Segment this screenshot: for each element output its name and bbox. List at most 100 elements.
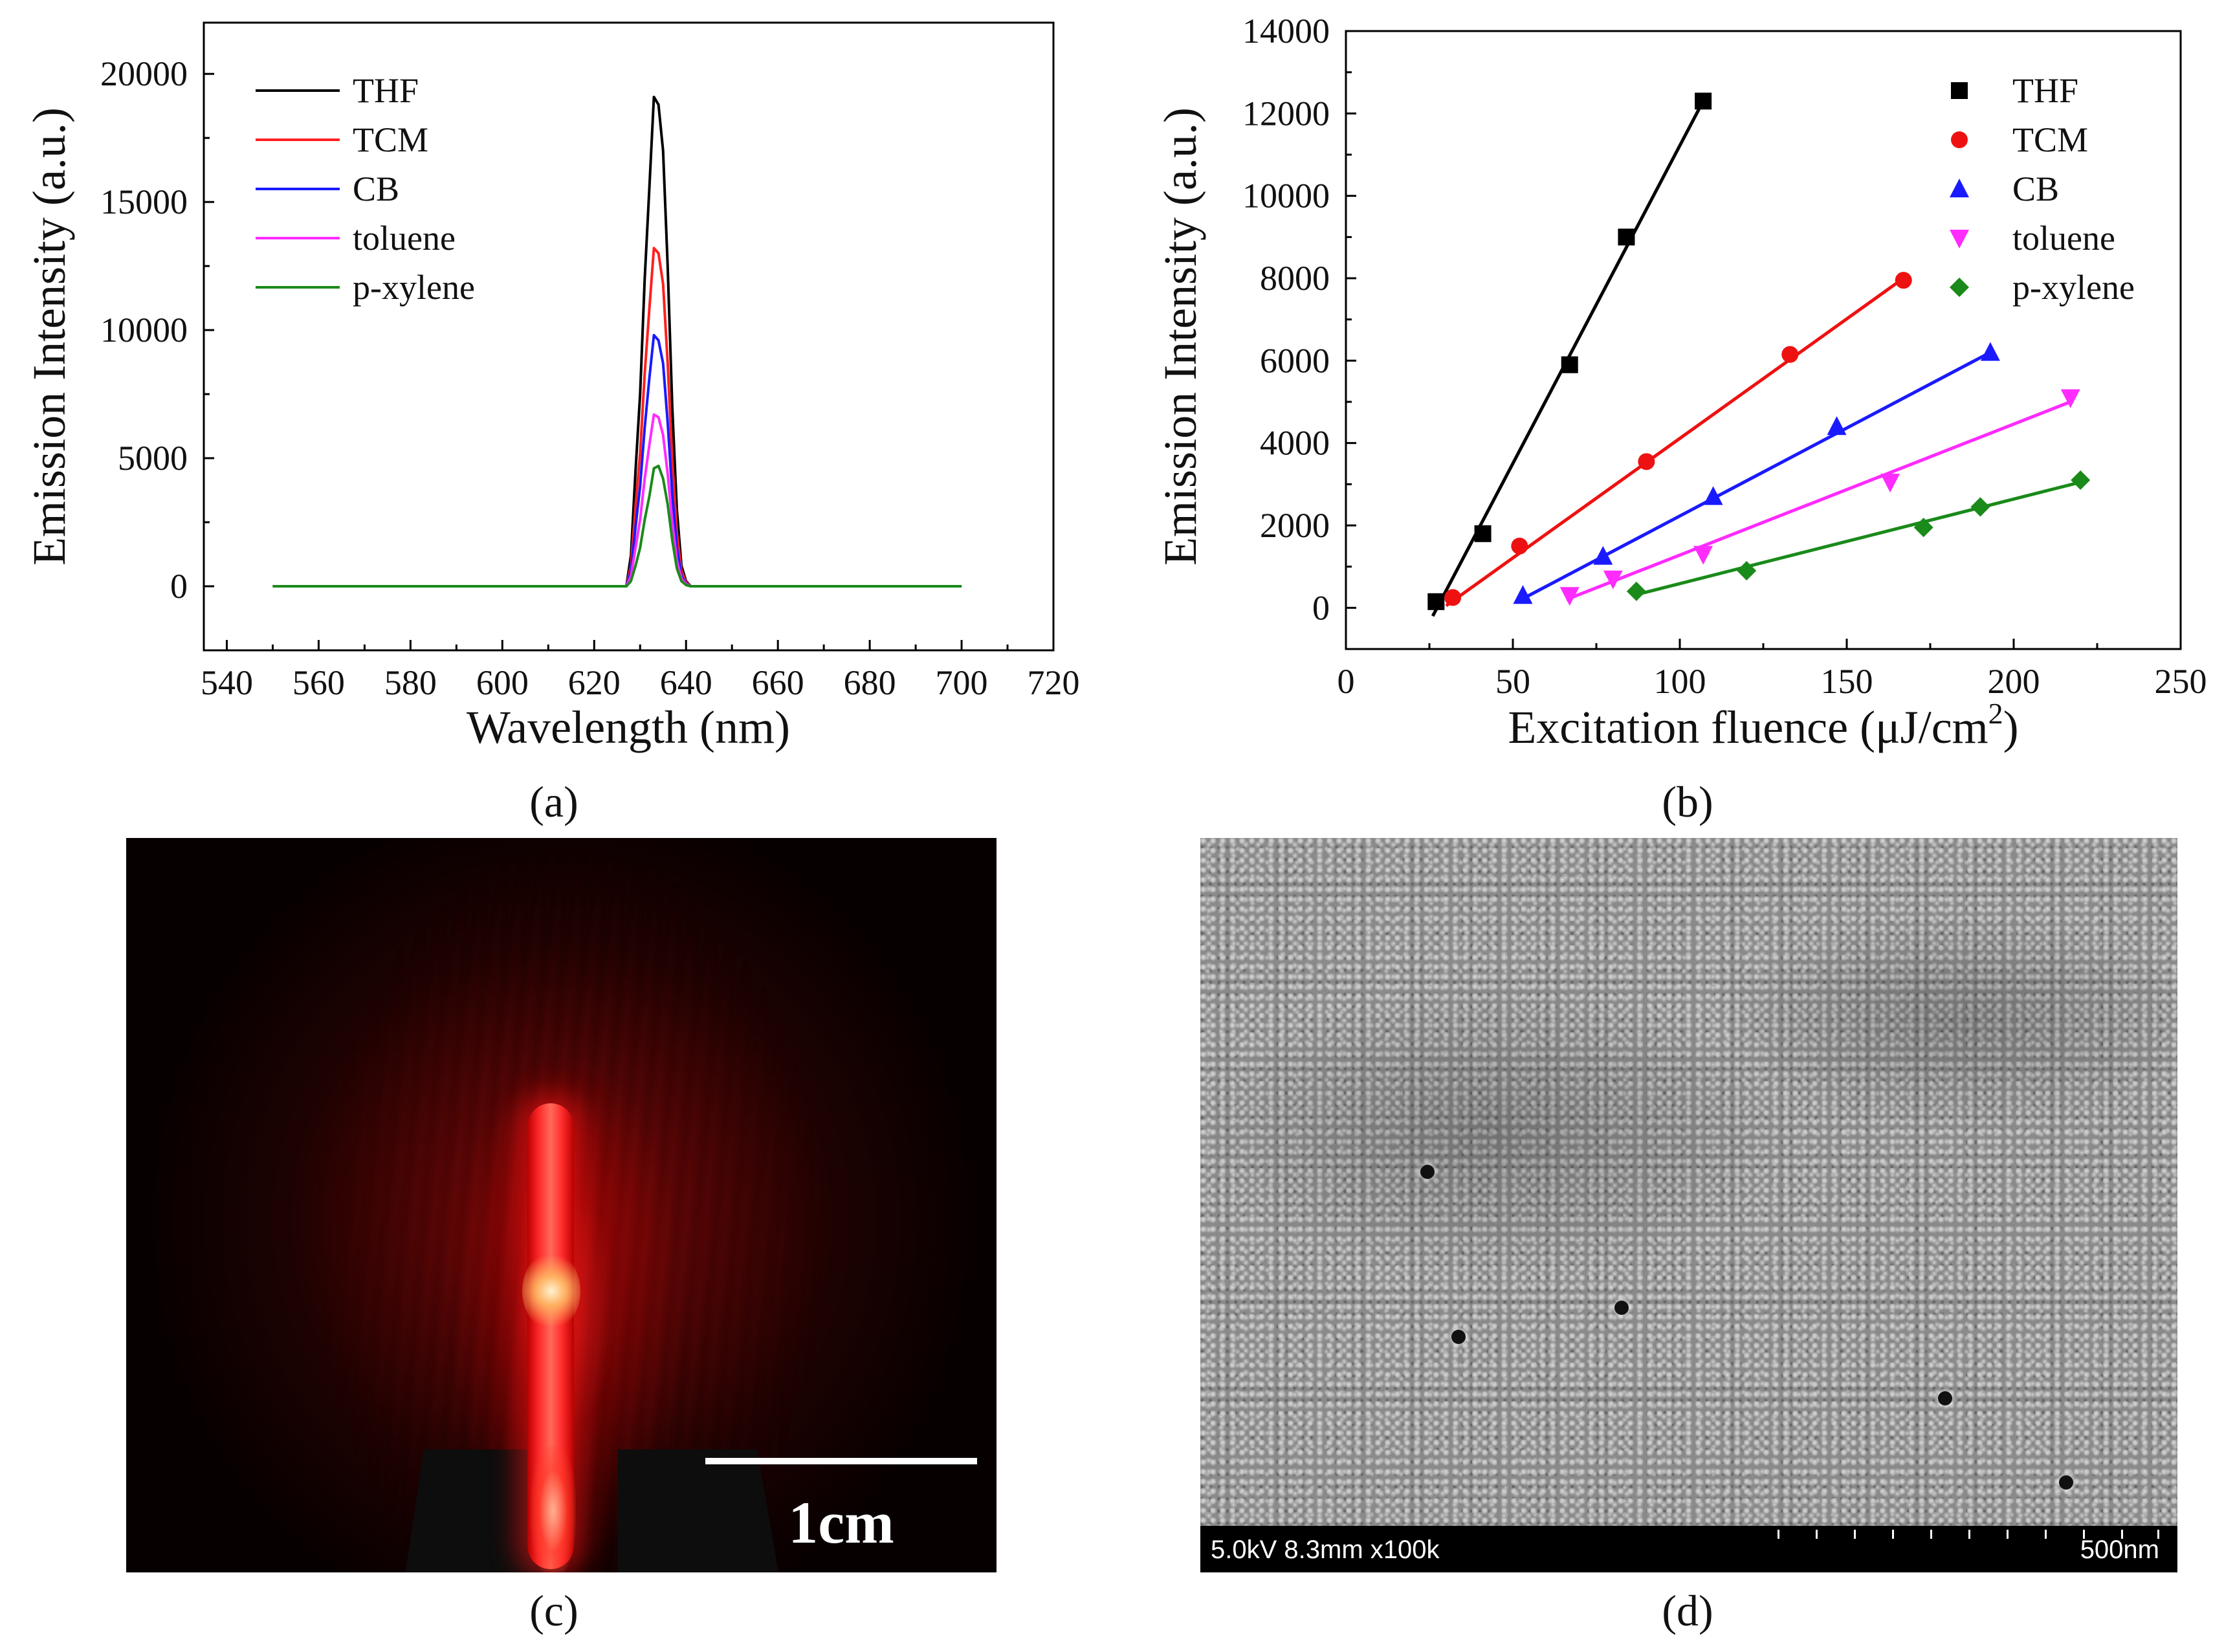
y-tick-label-a: 15000 <box>100 182 188 221</box>
sem-pit <box>2059 1475 2073 1490</box>
y-tick-label-b: 0 <box>1312 588 1330 627</box>
data-point-THF <box>1561 356 1578 373</box>
series-line-toluene <box>272 413 962 588</box>
data-point-THF <box>1474 525 1492 542</box>
y-tick-label-a: 5000 <box>118 439 188 478</box>
data-point-toluene <box>1880 474 1900 493</box>
sem-image: 5.0kV 8.3mm x100k 500nm <box>1200 838 2177 1572</box>
chart-b-ylabel: Emission Intensity (a.u.) <box>1154 107 1206 566</box>
photo-laser-rod: 1cm <box>126 838 996 1572</box>
chart-a-ylabel: Emission Intensity (a.u.) <box>23 107 75 566</box>
data-point-toluene <box>2060 389 2080 408</box>
data-point-TCM <box>1895 272 1912 289</box>
series-line-CB <box>272 334 962 588</box>
chart-a: 540 560 580 600 620 640 660 680 700 720 0 5000 10000… <box>23 21 1080 753</box>
chart-a-axes: 540 560 580 600 620 640 660 680 700 720 0 5000 10000… <box>100 54 1080 702</box>
legend-label-TCM: TCM <box>353 120 428 159</box>
data-point-p-xylene <box>1913 518 1933 538</box>
sem-pit <box>1938 1391 1952 1405</box>
caption-b: (b) <box>1662 777 1713 826</box>
y-tick-label-a: 0 <box>170 567 188 606</box>
x-tick-label-a: 640 <box>660 663 712 702</box>
y-tick-label-b: 8000 <box>1260 259 1330 298</box>
sem-pit <box>1614 1301 1629 1315</box>
legend-label-toluene: toluene <box>2012 219 2115 258</box>
legend-label-TCM: TCM <box>2012 120 2088 159</box>
legend-marker-TCM <box>1951 131 1968 148</box>
legend-marker-THF <box>1951 82 1968 99</box>
x-tick-label-b: 100 <box>1654 662 1706 701</box>
data-point-p-xylene <box>1737 561 1757 581</box>
fit-line-toluene <box>1565 400 2071 601</box>
data-point-CB <box>1980 342 2000 361</box>
chart-b-xlabel: Excitation fluence (μJ/cm2) <box>1508 697 2018 753</box>
data-point-p-xylene <box>1626 581 1646 601</box>
chart-a-series <box>272 95 962 588</box>
y-tick-label-b: 4000 <box>1260 424 1330 463</box>
photo-c-holder-right <box>618 1449 780 1572</box>
x-tick-label-a: 680 <box>844 663 896 702</box>
chart-a-legend: THF TCM CB toluene p-xylene <box>256 71 475 307</box>
x-tick-label-b: 0 <box>1338 662 1355 701</box>
x-tick-label-b: 150 <box>1821 662 1873 701</box>
data-point-TCM <box>1781 346 1799 363</box>
chart-a-frame <box>203 21 1055 652</box>
legend-marker-toluene <box>1950 230 1969 248</box>
sem-info-bar: 5.0kV 8.3mm x100k 500nm <box>1200 1526 2177 1572</box>
x-tick-label-a: 580 <box>384 663 437 702</box>
x-tick-label-a: 720 <box>1028 663 1080 702</box>
legend-label-p-xylene: p-xylene <box>353 268 475 307</box>
sem-pit <box>1420 1165 1435 1179</box>
sem-info-text: 5.0kV 8.3mm x100k <box>1211 1536 1440 1564</box>
x-tick-label-a: 600 <box>476 663 529 702</box>
x-tick-label-a: 540 <box>201 663 253 702</box>
y-tick-label-a: 10000 <box>100 311 188 349</box>
y-tick-label-b: 2000 <box>1260 506 1330 545</box>
y-tick-label-b: 6000 <box>1260 341 1330 380</box>
data-point-CB <box>1593 545 1613 565</box>
data-point-THF <box>1427 593 1445 610</box>
photo-c-scale-bar <box>705 1458 977 1464</box>
x-tick-label-b: 50 <box>1495 662 1530 701</box>
data-point-TCM <box>1444 589 1462 606</box>
legend-marker-p-xylene <box>1950 278 1969 297</box>
series-line-p-xylene <box>272 464 962 588</box>
data-point-THF <box>1618 228 1635 246</box>
chart-b: 0 50 100 150 200 250 0 2000 4000 6000 8000 10000 120… <box>1154 12 2207 753</box>
sem-pit <box>1451 1330 1466 1344</box>
sem-scale-ticks <box>1778 1527 2159 1539</box>
data-point-TCM <box>1511 537 1528 555</box>
chart-b-axes: 0 50 100 150 200 250 0 2000 4000 6000 8000 10000 120… <box>1242 12 2207 701</box>
data-point-CB <box>1703 486 1723 505</box>
photo-c-hotspot-lower <box>531 1446 576 1572</box>
y-tick-label-b: 10000 <box>1242 177 1330 215</box>
y-tick-label-b: 14000 <box>1242 12 1330 50</box>
legend-label-THF: THF <box>2012 71 2078 110</box>
data-point-p-xylene <box>1970 497 1990 517</box>
data-point-toluene <box>1693 545 1713 565</box>
chart-a-xlabel: Wavelength (nm) <box>467 701 790 753</box>
photo-c-scale-label: 1cm <box>788 1490 894 1556</box>
caption-c: (c) <box>529 1586 578 1635</box>
x-tick-label-a: 700 <box>936 663 988 702</box>
photo-c-hotspot <box>522 1252 580 1330</box>
data-point-p-xylene <box>2071 470 2091 490</box>
data-point-CB <box>1513 585 1533 604</box>
x-tick-label-a: 620 <box>568 663 621 702</box>
legend-label-p-xylene: p-xylene <box>2012 268 2135 307</box>
data-point-toluene <box>1603 570 1623 589</box>
data-point-CB <box>1827 416 1847 435</box>
caption-a: (a) <box>529 777 578 826</box>
data-point-THF <box>1695 93 1712 110</box>
data-point-TCM <box>1638 453 1655 470</box>
chart-b-series <box>1427 93 2091 617</box>
fit-line-p-xylene <box>1633 480 2081 597</box>
caption-d: (d) <box>1662 1586 1713 1635</box>
sem-scale-text: 500nm <box>2080 1536 2159 1564</box>
y-tick-label-a: 20000 <box>100 54 188 93</box>
legend-marker-CB <box>1950 179 1969 197</box>
legend-label-CB: CB <box>353 170 399 208</box>
legend-label-THF: THF <box>353 71 419 110</box>
sem-shading <box>1200 838 2177 1572</box>
